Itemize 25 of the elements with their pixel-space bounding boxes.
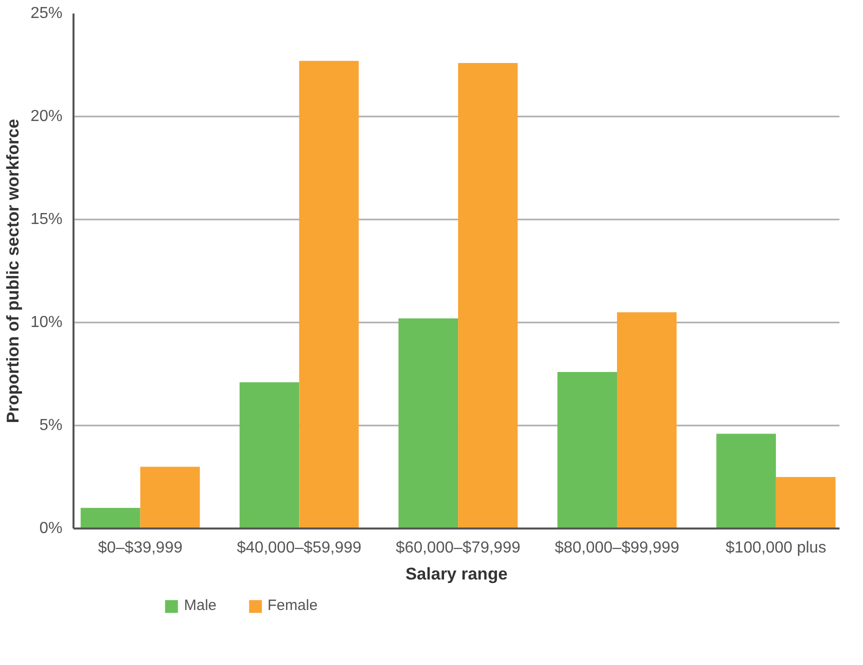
bar (140, 466, 200, 528)
x-tick-label: $0–$39,999 (98, 540, 183, 556)
bar (398, 318, 458, 528)
y-tick-label: 25% (30, 5, 63, 22)
y-tick-label: 15% (30, 211, 63, 228)
x-axis-title: Salary range (405, 564, 508, 584)
x-tick-label: $60,000–$79,999 (396, 540, 520, 556)
bar (458, 62, 518, 528)
x-tick-label: $100,000 plus (726, 540, 826, 556)
y-tick-label: 20% (30, 108, 63, 125)
bar (557, 372, 618, 528)
legend-label: Female (268, 597, 318, 614)
bar (240, 382, 300, 528)
bar (80, 508, 140, 528)
bar (776, 477, 836, 528)
y-tick-label: 0% (39, 520, 62, 537)
bar (617, 312, 677, 528)
y-tick-label: 5% (39, 417, 62, 434)
x-tick-label: $40,000–$59,999 (236, 540, 362, 556)
legend-label: Male (184, 597, 217, 614)
y-tick-label: 10% (30, 314, 63, 331)
bar (716, 434, 776, 528)
y-axis-title: Proportion of public sector workforce (3, 118, 22, 424)
x-tick-label: $80,000–$99,999 (554, 540, 680, 556)
bar (299, 60, 359, 528)
